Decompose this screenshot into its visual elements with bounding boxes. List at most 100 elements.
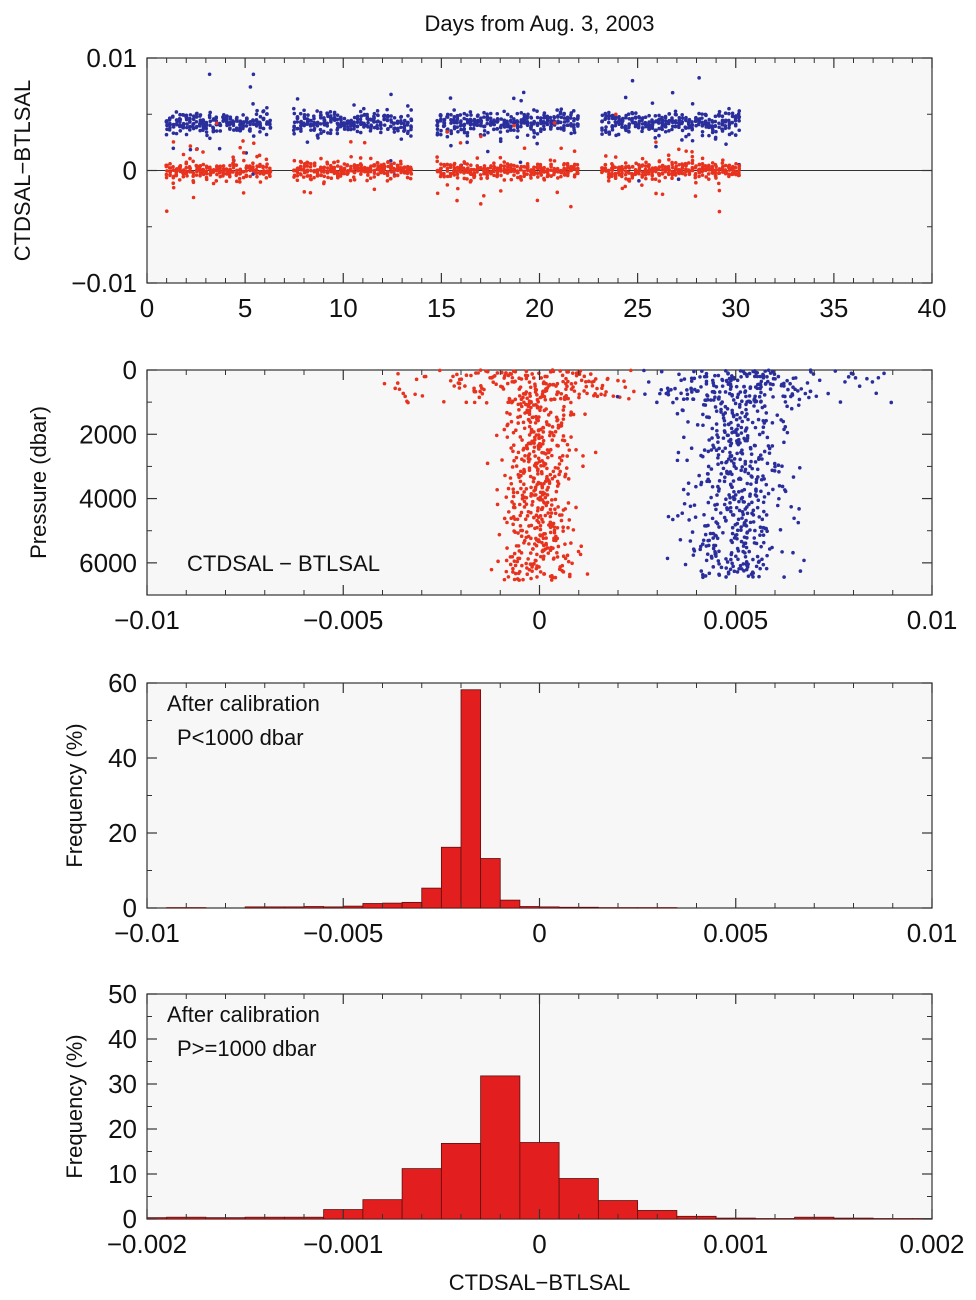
data-point	[559, 170, 564, 175]
data-point	[481, 194, 486, 198]
data-point	[627, 171, 631, 175]
data-point	[342, 121, 347, 126]
data-point	[472, 172, 477, 177]
data-point	[502, 164, 507, 168]
data-point	[528, 474, 533, 479]
data-point	[302, 164, 307, 169]
data-point	[728, 505, 733, 510]
data-point	[751, 575, 755, 579]
data-point	[218, 166, 222, 170]
data-point	[261, 126, 265, 131]
data-point	[385, 107, 389, 112]
data-point	[502, 125, 507, 129]
data-point	[738, 563, 743, 568]
data-point	[556, 126, 560, 131]
data-point	[704, 175, 708, 179]
data-point	[585, 391, 589, 396]
data-point	[555, 525, 560, 530]
data-point	[372, 171, 377, 176]
data-point	[526, 453, 531, 458]
data-point	[705, 552, 710, 556]
data-point	[309, 162, 313, 166]
data-point	[165, 169, 169, 173]
data-point	[402, 127, 407, 132]
data-point	[535, 115, 540, 120]
data-point	[478, 166, 483, 170]
data-point	[500, 370, 504, 375]
data-point	[738, 390, 743, 394]
data-point	[572, 174, 577, 179]
data-point	[504, 371, 508, 375]
data-point	[640, 183, 644, 187]
data-point	[392, 174, 397, 178]
y-tick-label: 0	[123, 1204, 137, 1234]
data-point	[563, 556, 568, 561]
data-point	[604, 154, 608, 158]
data-point	[764, 411, 769, 415]
data-point	[217, 146, 222, 151]
data-point	[633, 120, 638, 125]
data-point	[713, 405, 718, 409]
data-point	[701, 412, 705, 417]
data-point	[204, 177, 209, 182]
data-point	[676, 450, 681, 455]
data-point	[569, 400, 573, 405]
data-point	[724, 378, 729, 383]
data-point	[530, 499, 535, 504]
data-point	[509, 120, 513, 124]
data-point	[707, 133, 711, 138]
data-point	[657, 126, 661, 131]
data-point	[505, 119, 509, 124]
data-point	[505, 520, 509, 525]
data-point	[455, 176, 460, 180]
y-tick-label: −0.01	[71, 268, 137, 298]
data-point	[607, 115, 611, 119]
data-point	[248, 174, 253, 179]
data-point	[783, 394, 787, 399]
data-point	[358, 162, 363, 166]
data-point	[174, 110, 179, 114]
data-point	[710, 556, 714, 560]
data-point	[696, 168, 701, 172]
data-point	[181, 152, 186, 157]
data-point	[542, 554, 546, 559]
data-point	[208, 136, 212, 141]
data-point	[517, 502, 522, 507]
data-point	[703, 524, 707, 528]
data-point	[476, 113, 480, 117]
data-point	[571, 528, 576, 532]
data-point	[194, 115, 199, 119]
data-point	[559, 107, 564, 111]
data-point	[254, 122, 259, 126]
data-point	[201, 150, 205, 154]
data-point	[379, 130, 383, 135]
data-point	[551, 557, 556, 561]
data-point	[500, 458, 504, 462]
data-point	[402, 121, 406, 126]
data-point	[533, 526, 537, 531]
data-point	[627, 166, 632, 170]
data-point	[756, 498, 761, 502]
data-point	[543, 532, 547, 536]
data-point	[710, 426, 715, 431]
data-point	[680, 120, 684, 124]
data-point	[237, 176, 242, 181]
data-point	[564, 387, 568, 392]
data-point	[739, 425, 744, 430]
data-point	[736, 557, 740, 562]
data-point	[755, 409, 760, 413]
data-point	[409, 167, 414, 172]
data-point	[536, 515, 541, 520]
data-point	[171, 165, 175, 169]
data-point	[689, 376, 694, 381]
deep-histogram-panel: −0.002 −0.001 0 0.001 0.00201020304050Freque…	[62, 979, 965, 1295]
data-point	[438, 113, 443, 117]
data-point	[734, 505, 739, 510]
data-point	[783, 489, 788, 494]
data-point	[217, 171, 222, 175]
data-point	[502, 178, 507, 182]
data-point	[235, 168, 239, 173]
data-point	[498, 169, 503, 173]
data-point	[738, 476, 742, 481]
data-point	[728, 450, 732, 455]
